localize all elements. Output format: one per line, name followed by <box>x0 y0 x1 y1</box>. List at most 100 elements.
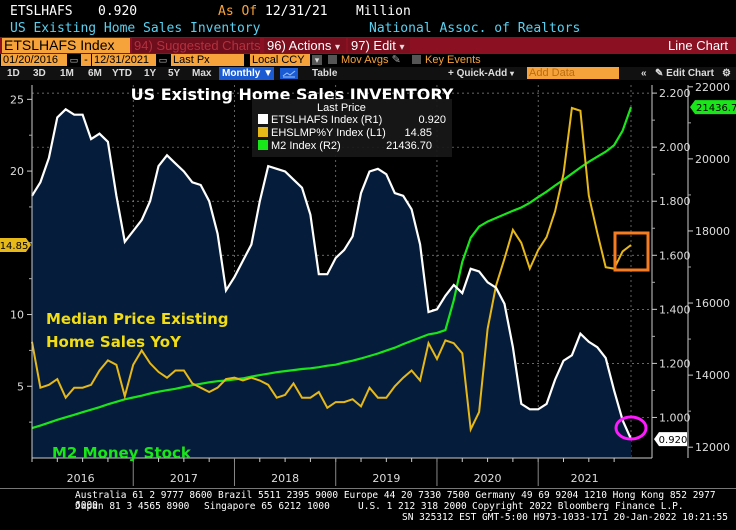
tick-label-r2: 20000 <box>695 153 730 166</box>
point-m2 <box>241 377 244 380</box>
point-inventory <box>486 281 489 284</box>
security-input[interactable]: ETSLHAFS Index <box>2 38 130 53</box>
point-m2 <box>199 382 202 385</box>
point-m2 <box>216 380 219 383</box>
point-m2 <box>495 216 498 219</box>
quick-add-label: + Quick-Add <box>448 68 508 79</box>
security-header: ETSLHAFS 0.920 As Of 12/31/21 Million <box>10 4 730 20</box>
point-inventory <box>545 402 548 405</box>
chart-type-label: Line Chart <box>668 38 728 53</box>
point-median-price-yoy <box>520 241 523 244</box>
start-date-input[interactable]: 01/20/2016 <box>1 54 67 66</box>
legend-value: 0.920 <box>418 114 446 126</box>
point-inventory <box>98 132 101 135</box>
point-inventory <box>149 200 152 203</box>
footer: Australia 61 2 9777 8600 Brazil 5511 239… <box>0 488 736 530</box>
point-median-price-yoy <box>182 369 185 372</box>
point-median-price-yoy <box>292 382 295 385</box>
point-median-price-yoy <box>309 396 312 399</box>
point-m2 <box>360 357 363 360</box>
quick-add-button[interactable]: + Quick-Add ▾ <box>448 67 514 80</box>
tick-label-x: 2021 <box>571 472 599 485</box>
gear-icon[interactable]: ⚙ <box>722 68 731 79</box>
period-6m[interactable]: 6M <box>88 68 102 79</box>
point-median-price-yoy <box>284 393 287 396</box>
point-inventory <box>233 275 236 278</box>
chevron-down-icon[interactable]: ▾ <box>312 55 322 65</box>
period-max[interactable]: Max <box>192 68 212 79</box>
legend-label: EHSLMP%Y Index (L1) <box>271 127 386 139</box>
point-m2 <box>334 363 337 366</box>
tick-label-r1: 1.600 <box>659 249 691 262</box>
point-inventory <box>343 248 346 251</box>
point-m2 <box>115 400 118 403</box>
point-m2 <box>140 394 143 397</box>
axes: 5 10 20 25 14.85 1.000 1.200 1.400 1.600 1.800 2.0… <box>0 81 736 486</box>
footer-session-info: SN 325312 EST GMT-5:00 H973-1033-171 20-… <box>401 512 728 523</box>
point-m2 <box>31 427 34 430</box>
tick-label-x: 2016 <box>67 472 95 485</box>
annotation-median-price-line1: Median Price Existing <box>46 310 229 328</box>
point-median-price-yoy <box>503 257 506 260</box>
point-median-price-yoy <box>157 370 160 373</box>
point-inventory <box>604 356 607 359</box>
tick-label-r1: 1.800 <box>659 195 691 208</box>
point-inventory <box>402 194 405 197</box>
table-button[interactable]: Table <box>312 68 338 79</box>
point-median-price-yoy <box>317 391 320 394</box>
period-5y[interactable]: 5Y <box>168 68 181 79</box>
line-chart-icon[interactable] <box>280 68 298 79</box>
period-3d[interactable]: 3D <box>33 68 46 79</box>
tick-label-x: 2019 <box>372 472 400 485</box>
mov-avgs-toggle[interactable]: Mov Avgs ✎ <box>328 54 401 67</box>
edit-label: 97) Edit <box>351 38 396 53</box>
point-m2 <box>250 375 253 378</box>
period-1m[interactable]: 1M <box>60 68 74 79</box>
checkbox[interactable] <box>328 55 337 64</box>
key-events-toggle[interactable]: Key Events <box>412 54 481 67</box>
price-field-select[interactable]: Last Px <box>171 54 244 66</box>
point-m2 <box>461 260 464 263</box>
tick-label-r1: 1.200 <box>659 357 691 370</box>
edit-menu[interactable]: 97) Edit ▾ <box>348 38 410 53</box>
checkbox[interactable] <box>412 55 421 64</box>
point-m2 <box>596 155 599 158</box>
calendar-icon[interactable]: ▭ <box>69 55 79 65</box>
add-data-input[interactable]: Add Data <box>527 67 619 79</box>
point-median-price-yoy <box>444 339 447 342</box>
actions-menu[interactable]: 96) Actions ▾ <box>264 38 346 53</box>
point-median-price-yoy <box>132 363 135 366</box>
point-inventory <box>284 170 287 173</box>
legend-item[interactable]: EHSLMP%Y Index (L1) 14.85 <box>258 127 432 139</box>
point-median-price-yoy <box>554 210 557 213</box>
collapse-icon[interactable]: « <box>641 68 647 79</box>
data-source: National Assoc. of Realtors <box>369 21 581 36</box>
point-median-price-yoy <box>199 386 202 389</box>
security-description: US Existing Home Sales Inventory <box>10 21 261 36</box>
point-inventory <box>123 240 126 243</box>
period-1d[interactable]: 1D <box>7 68 20 79</box>
footer-contacts: Australia 61 2 9777 8600 Brazil 5511 239… <box>75 490 716 511</box>
footer-singapore: Singapore 65 6212 1000 <box>204 501 330 512</box>
point-m2 <box>511 209 514 212</box>
point-inventory <box>241 259 244 262</box>
tick-label-r2: 16000 <box>695 297 730 310</box>
suggested-charts-button[interactable]: 94) Suggested Charts <box>132 38 261 53</box>
calendar-icon[interactable]: ▭ <box>158 55 168 65</box>
point-m2 <box>132 396 135 399</box>
annotation-m2: M2 Money Stock <box>52 444 192 462</box>
frequency-select[interactable]: Monthly ▼ <box>219 67 274 80</box>
period-ytd[interactable]: YTD <box>112 68 132 79</box>
period-1y[interactable]: 1Y <box>144 68 157 79</box>
currency-select[interactable]: Local CCY <box>250 54 310 66</box>
actions-label: 96) Actions <box>267 38 332 53</box>
point-inventory <box>56 116 59 119</box>
point-median-price-yoy <box>495 284 498 287</box>
legend-item[interactable]: M2 Index (R2) 21436.70 <box>258 140 432 152</box>
point-inventory <box>326 273 329 276</box>
end-date-input[interactable]: 12/31/2021 <box>92 54 156 66</box>
point-median-price-yoy <box>216 386 219 389</box>
point-inventory <box>393 192 396 195</box>
edit-chart-button[interactable]: ✎ Edit Chart <box>655 67 714 80</box>
legend-item[interactable]: ETSLHAFS Index (R1) 0.920 <box>258 114 446 126</box>
